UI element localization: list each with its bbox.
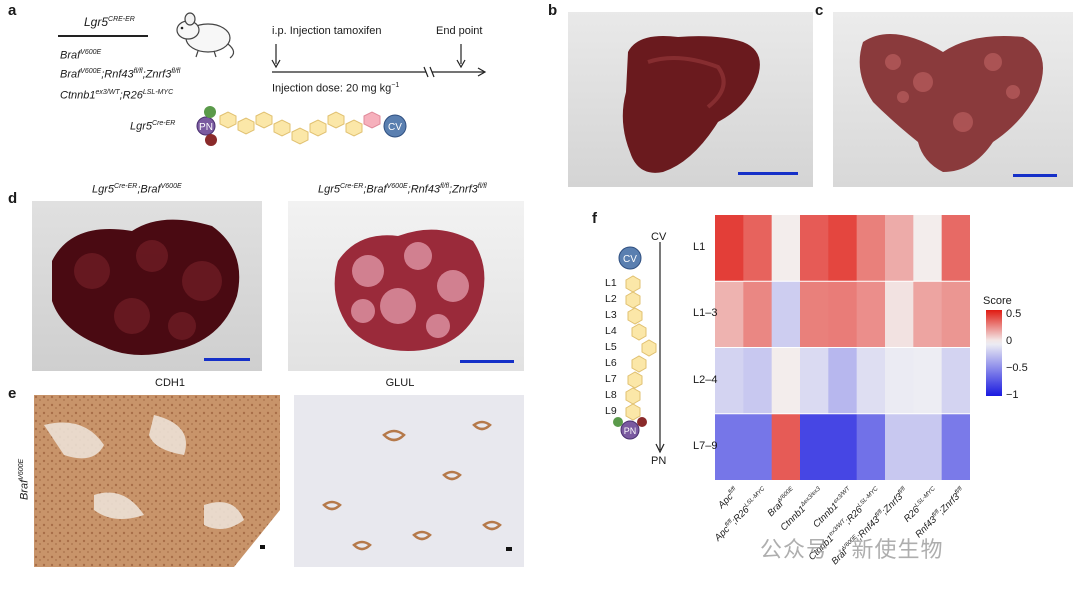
timeline-injection-label: i.p. Injection tamoxifen xyxy=(272,25,382,37)
panel-d-left-title: Lgr5Cre-ER;BrafV600E xyxy=(92,183,182,196)
heatmap-cell xyxy=(885,215,914,282)
axis-top-cv: CV xyxy=(651,231,667,243)
heatmap-cell xyxy=(941,413,970,480)
panel-e-left-caption: CDH1 xyxy=(155,377,185,389)
heatmap-cell xyxy=(885,281,914,348)
liver-photo-b xyxy=(568,12,813,187)
heatmap-cell xyxy=(913,281,943,348)
panel-label-f: f xyxy=(592,210,597,227)
legend-tick-label: 0.5 xyxy=(1006,308,1022,321)
heatmap-row-label: L1–3 xyxy=(693,307,718,320)
heatmap-cell xyxy=(771,413,801,480)
liver-photo-c xyxy=(833,12,1073,187)
panel-e-right-caption: GLUL xyxy=(385,377,415,389)
heatmap-row-label: L7–9 xyxy=(693,439,718,452)
liver-photo-d-left xyxy=(32,201,262,371)
svg-text:CV: CV xyxy=(388,122,402,133)
heatmap-cell xyxy=(800,413,829,480)
heatmap-cell xyxy=(743,413,773,480)
genotype-2: BrafV600E;Rnf43fl/fl;Znrf3fl/fl xyxy=(60,68,181,81)
heatmap-row-label: L1 xyxy=(693,241,706,254)
heatmap-cell xyxy=(941,215,970,282)
svg-text:PN: PN xyxy=(624,426,637,436)
mouse-icon xyxy=(176,12,235,59)
axis-bottom-pn: PN xyxy=(651,455,667,467)
panel-label-a: a xyxy=(8,2,17,19)
heatmap-cell xyxy=(715,413,744,480)
heatmap-cell xyxy=(828,215,858,282)
panel-label-b: b xyxy=(548,2,558,19)
layer-label: L6 xyxy=(605,357,617,369)
histology-glul xyxy=(294,395,524,567)
svg-text:PN: PN xyxy=(199,122,213,133)
heatmap-cell xyxy=(856,215,886,282)
panel-d-right-title: Lgr5Cre-ER;BrafV600E;Rnf43fl/fl;Znrf3fl/… xyxy=(318,183,487,196)
scale-bar-d-right xyxy=(460,360,514,363)
heatmap-row-label: L2–4 xyxy=(693,373,718,386)
heatmap-cell xyxy=(771,215,801,282)
scale-bar-c xyxy=(1013,174,1057,177)
layer-label: L4 xyxy=(605,325,617,337)
heatmap-cell xyxy=(800,215,829,282)
heatmap-cell xyxy=(743,347,773,415)
scale-bar-d-left xyxy=(204,358,250,361)
heatmap xyxy=(715,215,970,480)
heatmap-cell xyxy=(715,215,744,282)
heatmap-cell xyxy=(800,347,829,415)
watermark: 公众号 · 新使生物 xyxy=(760,537,944,562)
heatmap-cell xyxy=(856,347,886,415)
layer-label: L7 xyxy=(605,373,617,385)
liver-photo-d-right xyxy=(288,201,524,371)
panel-a-header: Lgr5CRE-ER xyxy=(84,15,135,29)
heatmap-cell xyxy=(800,281,829,348)
heatmap-cell xyxy=(913,215,943,282)
legend-colorbar xyxy=(986,310,1002,396)
heatmap-cell xyxy=(856,281,886,348)
panel-label-d: d xyxy=(8,190,18,207)
layer-labels: L1 L2 L3 L4 L5 L6 L7 L8 L9 xyxy=(605,275,617,419)
timeline-dose: Injection dose: 20 mg kg−1 xyxy=(272,82,400,95)
histology-cdh1 xyxy=(34,395,280,567)
timeline-endpoint-label: End point xyxy=(436,25,483,37)
schematic-label: Lgr5Cre-ER xyxy=(130,120,176,133)
legend-title: Score xyxy=(983,295,1012,307)
heatmap-cell xyxy=(715,281,744,348)
layer-label: L1 xyxy=(605,277,617,289)
heatmap-cell xyxy=(743,215,773,282)
panel-label-c: c xyxy=(815,2,824,19)
layer-label: L3 xyxy=(605,309,617,321)
heatmap-cell xyxy=(715,347,744,415)
scale-bar-b xyxy=(738,172,798,175)
heatmap-cell xyxy=(828,347,858,415)
heatmap-cell xyxy=(771,281,801,348)
svg-text:CV: CV xyxy=(623,254,637,265)
legend-tick-label: −1 xyxy=(1006,389,1019,401)
heatmap-cell xyxy=(941,347,970,415)
panel-label-e: e xyxy=(8,385,17,402)
genotype-1: BrafV600E xyxy=(60,49,102,62)
heatmap-cell xyxy=(856,413,886,480)
heatmap-cell xyxy=(771,347,801,415)
header-underline xyxy=(58,35,148,37)
layer-label: L8 xyxy=(605,389,617,401)
timeline-axis xyxy=(271,44,487,78)
heatmap-cell xyxy=(913,413,943,480)
heatmap-cell xyxy=(941,281,970,348)
heatmap-column-label: Apcfl/fl xyxy=(716,486,738,511)
genotype-3: Ctnnb1ex3/WT;R26LSL-MYC xyxy=(60,89,174,102)
heatmap-cell xyxy=(913,347,943,415)
heatmap-cell xyxy=(828,413,858,480)
legend-tick-label: 0 xyxy=(1006,335,1013,348)
legend-tick-label: −0.5 xyxy=(1006,362,1028,375)
heatmap-cell xyxy=(885,347,914,415)
layer-label: L5 xyxy=(605,341,617,353)
lobule-zonation-diagram: CV PN xyxy=(613,242,665,454)
heatmap-cell xyxy=(743,281,773,348)
panel-e-side-label: BrafV600E xyxy=(18,458,31,500)
heatmap-cell xyxy=(828,281,858,348)
heatmap-cell xyxy=(885,413,914,480)
lobule-schematic: PN CV xyxy=(196,106,407,146)
layer-label: L9 xyxy=(605,405,617,417)
layer-label: L2 xyxy=(605,293,617,305)
